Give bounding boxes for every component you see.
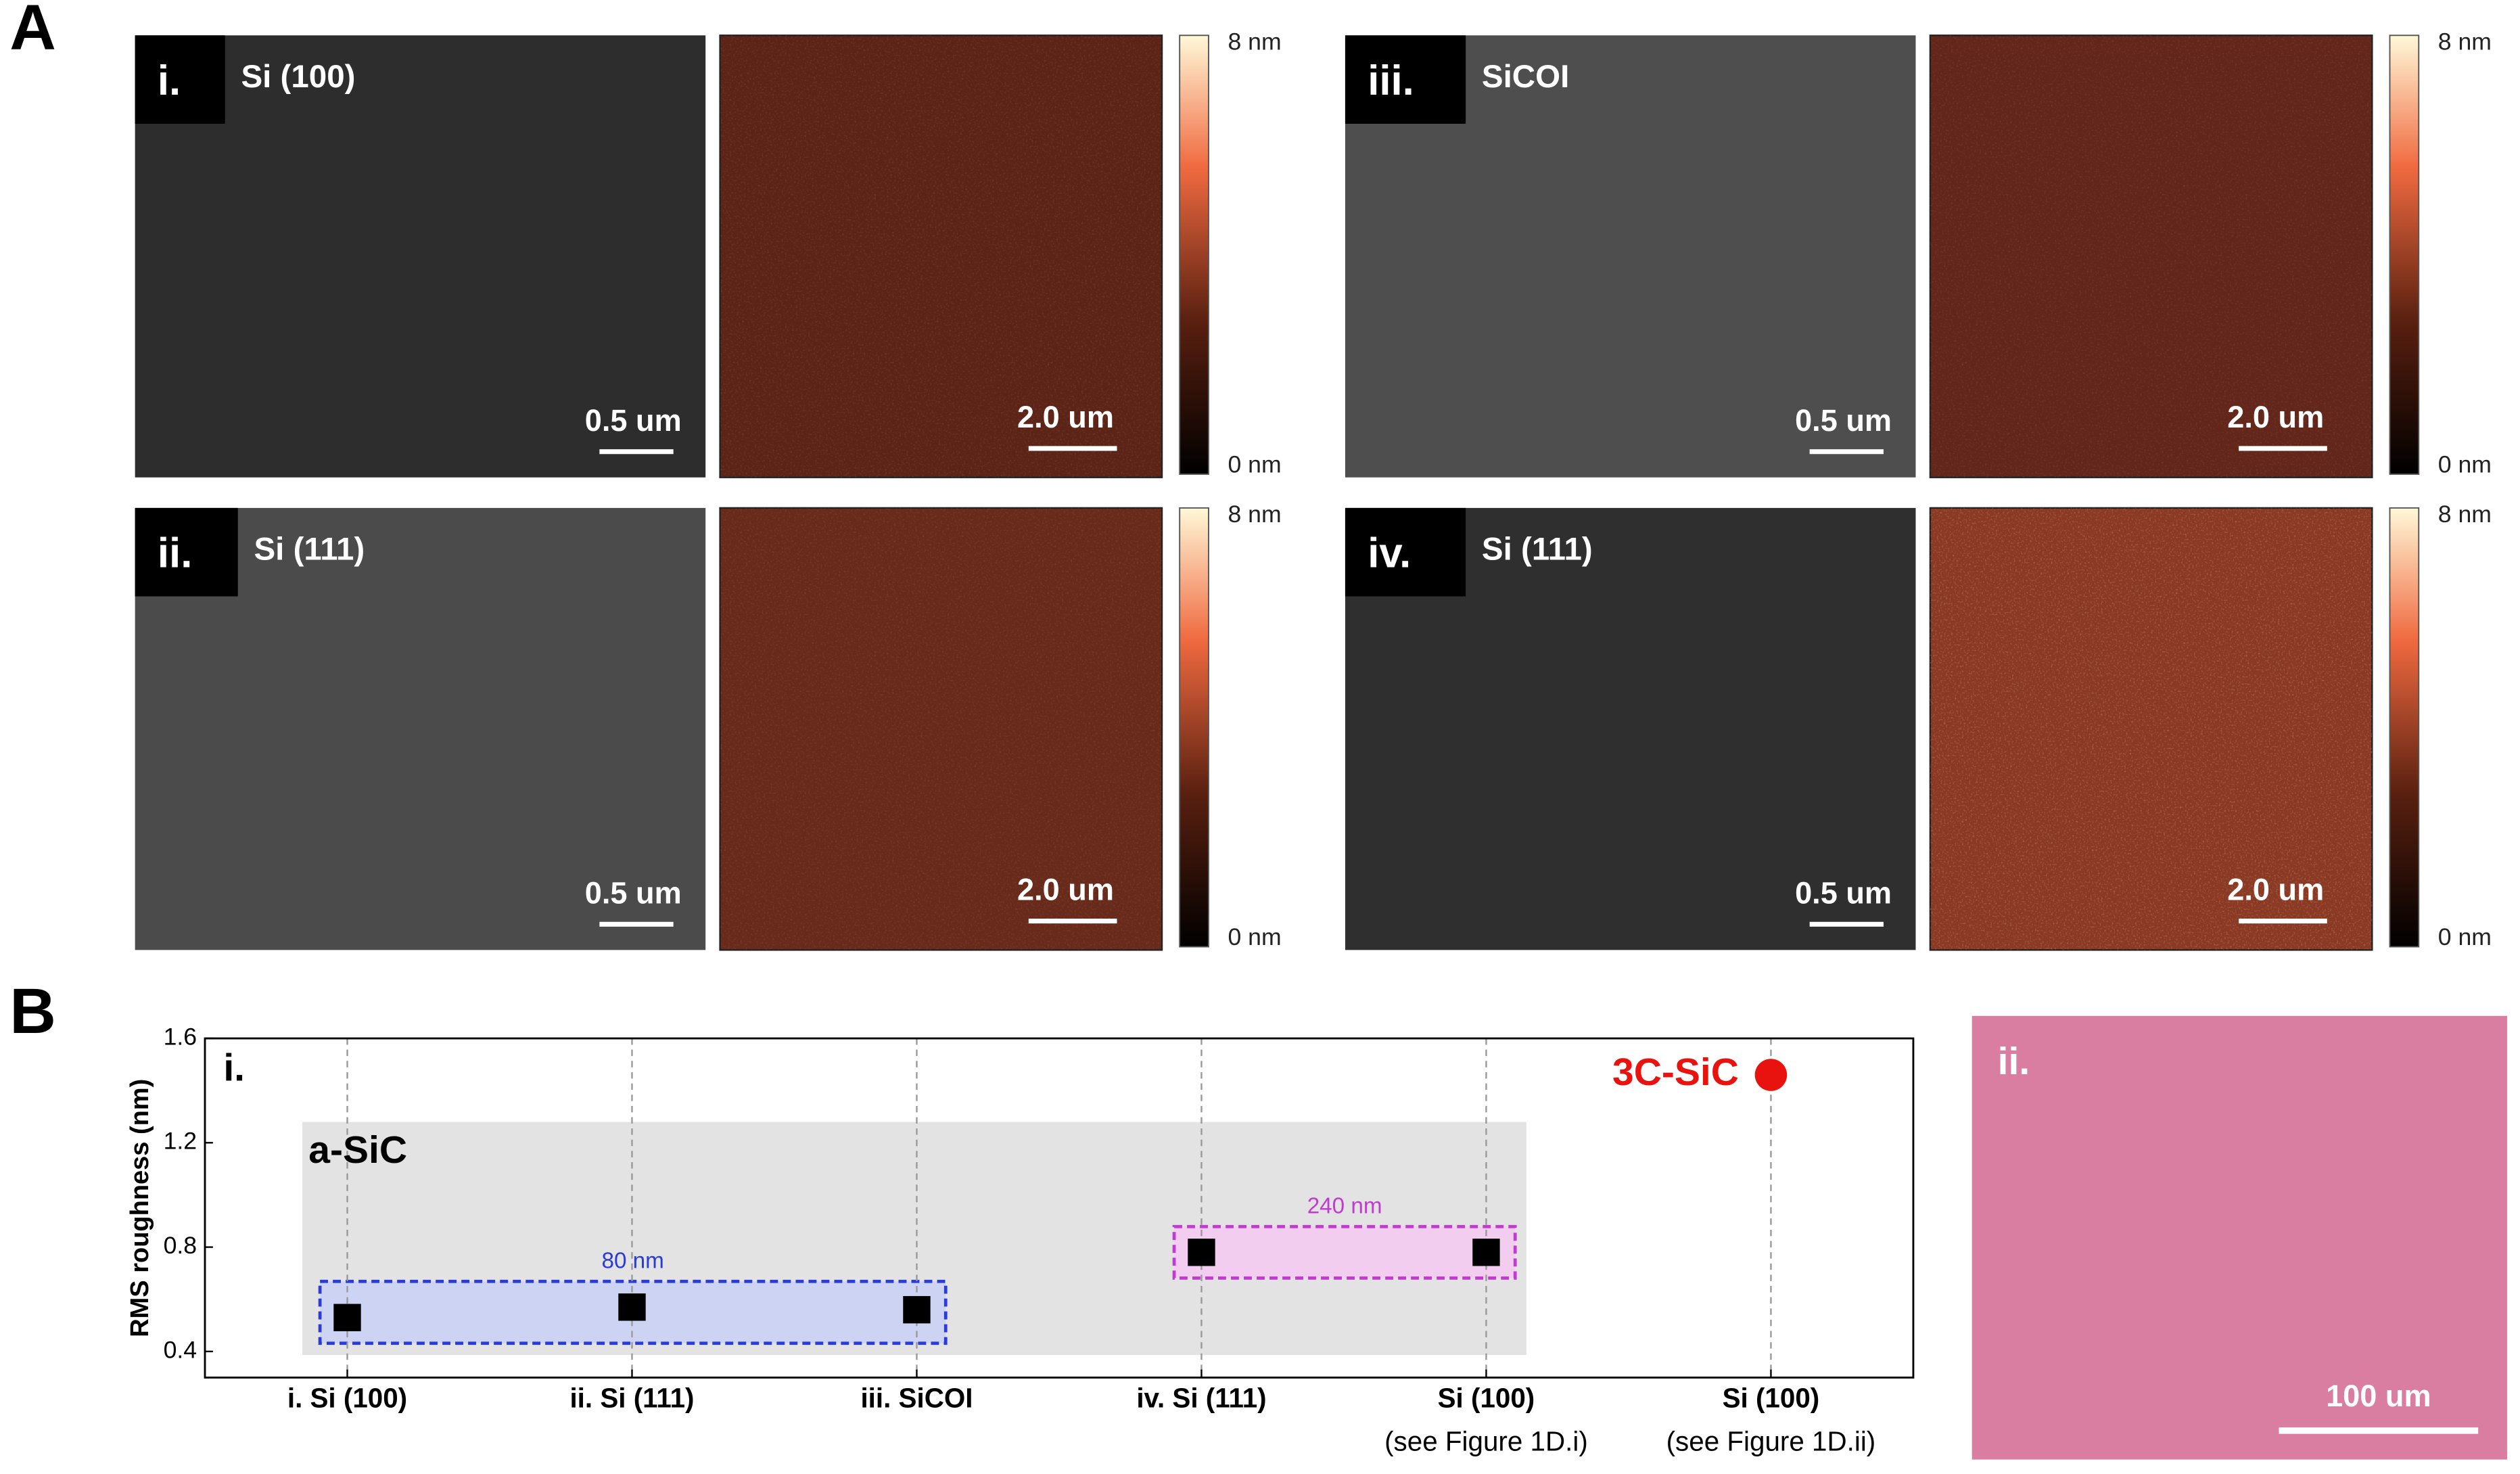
sem-label-box (135, 35, 225, 124)
colorbar (1179, 34, 1209, 475)
colorbar-max: 8 nm (1228, 28, 1281, 55)
y-tick-label: 1.6 (164, 1023, 197, 1050)
x-tick-label: Si (100) (1438, 1382, 1535, 1413)
x-tick-label: Si (100) (1723, 1382, 1820, 1413)
x-tick-note: (see Figure 1D.i) (1384, 1426, 1588, 1457)
afm-scale-label: 2.0 um (1017, 400, 1114, 434)
sem-label: ii. (158, 530, 192, 576)
colorbar (2389, 34, 2420, 475)
data-point (1754, 1059, 1788, 1091)
x-tick-label: i. Si (100) (287, 1382, 407, 1413)
afm-scale-label: 2.0 um (2227, 873, 2324, 907)
colorbar-max: 8 nm (1228, 501, 1281, 528)
y-tick-label: 0.8 (164, 1232, 197, 1259)
colorbar-min: 0 nm (2438, 451, 2492, 478)
plot-frame (204, 1037, 1915, 1379)
afm-texture (1930, 507, 2373, 950)
afm-texture (720, 507, 1163, 950)
panel-letter: A (9, 0, 56, 64)
substrate: SiCOI (1482, 59, 1569, 95)
data-point (333, 1304, 361, 1331)
substrate: Si (111) (254, 532, 365, 568)
sem-label: iii. (1368, 57, 1414, 104)
afm-texture (720, 35, 1163, 478)
substrate: Si (100) (241, 59, 355, 95)
data-point (1472, 1239, 1500, 1266)
colorbar (1179, 507, 1209, 948)
sem-scale-label: 0.5 um (1795, 875, 1892, 910)
group-box (1172, 1224, 1517, 1280)
optical-image (1971, 1015, 2507, 1460)
sem-scale-label: 0.5 um (585, 875, 682, 910)
colorbar-max: 8 nm (2438, 501, 2492, 528)
y-tick-label: 0.4 (164, 1336, 197, 1363)
sem-label: i. (158, 57, 181, 104)
chart-panel-label: i. (223, 1046, 245, 1090)
data-point (1188, 1239, 1215, 1266)
colorbar-max: 8 nm (2438, 28, 2492, 55)
y-tick-label: 1.2 (164, 1128, 197, 1155)
colorbar-min: 0 nm (1228, 923, 1281, 950)
series-label: a-SiC (308, 1128, 407, 1172)
colorbar (2389, 507, 2420, 948)
sem-label-box (1345, 507, 1466, 597)
x-tick-label: ii. Si (111) (569, 1382, 694, 1413)
optical-label: ii. (1998, 1040, 2030, 1083)
sem-scale-label: 0.5 um (585, 403, 682, 438)
afm-scale-label: 2.0 um (2227, 400, 2324, 434)
panel-letter: B (9, 975, 56, 1047)
sem-label-box (135, 507, 238, 597)
x-tick-label: iv. Si (111) (1136, 1382, 1266, 1413)
data-point (903, 1295, 931, 1324)
y-axis-title: RMS roughness (nm) (126, 1079, 154, 1337)
colorbar-min: 0 nm (2438, 923, 2492, 950)
sem-label: iv. (1368, 530, 1411, 576)
substrate: Si (111) (1482, 532, 1593, 568)
x-tick-note: (see Figure 1D.ii) (1666, 1426, 1876, 1457)
series-label: 3C-SiC (1612, 1051, 1739, 1094)
afm-scale-label: 2.0 um (1017, 873, 1114, 907)
optical-scale-label: 100 um (2326, 1379, 2431, 1413)
data-point (618, 1293, 646, 1321)
afm-texture (1930, 35, 2373, 478)
x-tick-label: iii. SiCOI (860, 1382, 973, 1413)
group-label: 240 nm (1307, 1194, 1382, 1219)
sem-label-box (1345, 35, 1466, 124)
colorbar-min: 0 nm (1228, 451, 1281, 478)
sem-scale-label: 0.5 um (1795, 403, 1892, 438)
sem-image (135, 35, 706, 478)
